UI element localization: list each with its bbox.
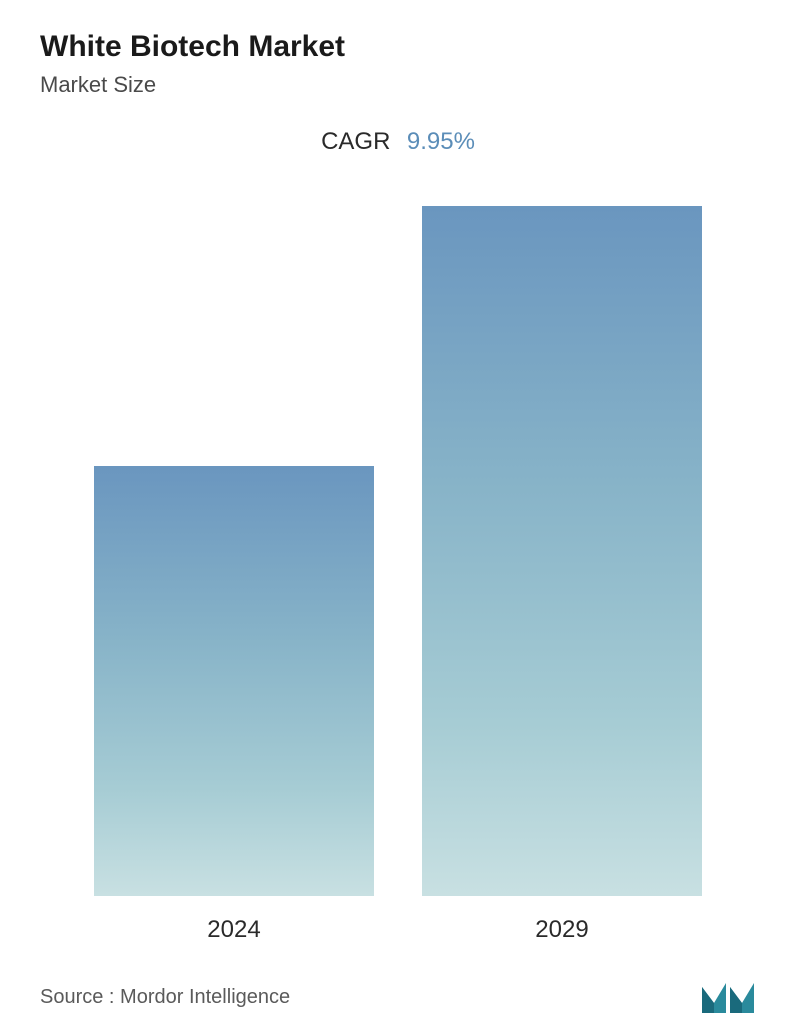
bar-0	[94, 466, 374, 896]
cagr-row: CAGR 9.95%	[40, 128, 756, 156]
chart-title: White Biotech Market	[40, 30, 756, 64]
bar-group-1: 2029	[412, 206, 712, 944]
bar-1	[422, 206, 702, 896]
source-text: Source : Mordor Intelligence	[40, 986, 290, 1009]
chart-container: White Biotech Market Market Size CAGR 9.…	[0, 0, 796, 1034]
bar-label-0: 2024	[207, 916, 260, 944]
chart-area: 2024 2029	[40, 206, 756, 964]
cagr-label: CAGR	[321, 128, 390, 155]
bar-group-0: 2024	[84, 466, 384, 944]
footer: Source : Mordor Intelligence	[40, 964, 756, 1015]
bar-label-1: 2029	[535, 916, 588, 944]
chart-subtitle: Market Size	[40, 72, 756, 98]
cagr-value: 9.95%	[407, 128, 475, 155]
logo-icon	[700, 979, 756, 1015]
